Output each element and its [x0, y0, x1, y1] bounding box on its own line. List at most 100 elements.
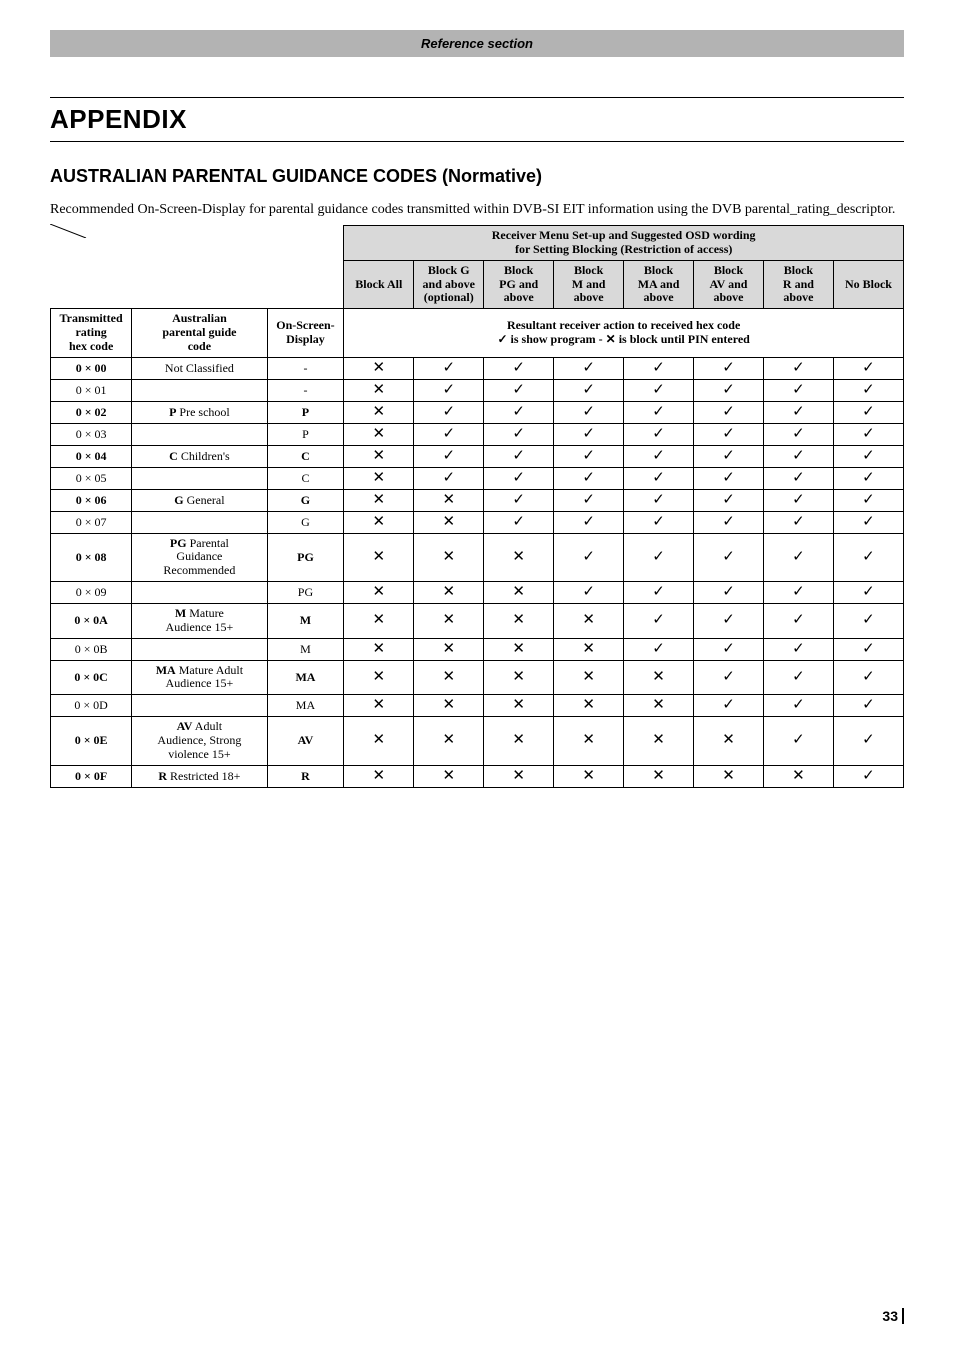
check-icon: ✓	[833, 638, 903, 660]
cell-label: PG ParentalGuidanceRecommended	[132, 533, 267, 581]
cell-osd: M	[267, 638, 344, 660]
check-icon: ✓	[833, 717, 903, 765]
check-icon: ✓	[833, 423, 903, 445]
cell-osd: P	[267, 401, 344, 423]
cell-osd: PG	[267, 533, 344, 581]
cross-icon: ✕	[484, 603, 554, 638]
cell-osd: MA	[267, 660, 344, 695]
parental-guidance-table: Receiver Menu Set-up and Suggested OSD w…	[50, 225, 904, 787]
check-icon: ✓	[763, 489, 833, 511]
check-icon: ✓	[694, 401, 764, 423]
header-block-g: Block Gand above(optional)	[414, 260, 484, 308]
check-icon: ✓	[763, 357, 833, 379]
check-icon: ✓	[763, 533, 833, 581]
check-icon: ✓	[484, 423, 554, 445]
table-row: 0 × 03P✕✓✓✓✓✓✓✓	[51, 423, 904, 445]
check-icon: ✓	[484, 357, 554, 379]
check-icon: ✓	[763, 603, 833, 638]
check-icon: ✓	[624, 379, 694, 401]
header-transmitted-hex: Transmittedratinghex code	[51, 309, 132, 357]
cell-osd: C	[267, 467, 344, 489]
check-icon: ✓	[763, 581, 833, 603]
header-receiver-menu: Receiver Menu Set-up and Suggested OSD w…	[344, 226, 904, 261]
check-icon: ✓	[833, 660, 903, 695]
cell-osd: P	[267, 423, 344, 445]
check-icon: ✓	[624, 445, 694, 467]
cell-hex: 0 × 0D	[51, 695, 132, 717]
check-icon: ✓	[554, 467, 624, 489]
cross-icon: ✕	[414, 717, 484, 765]
check-icon: ✓	[414, 467, 484, 489]
table-row: 0 × 02P Pre schoolP✕✓✓✓✓✓✓✓	[51, 401, 904, 423]
check-icon: ✓	[554, 357, 624, 379]
cross-icon: ✕	[344, 660, 414, 695]
section-subtitle: AUSTRALIAN PARENTAL GUIDANCE CODES (Norm…	[50, 166, 904, 187]
header-block-r: BlockR andabove	[763, 260, 833, 308]
check-icon: ✓	[833, 489, 903, 511]
check-icon: ✓	[763, 467, 833, 489]
table-row: 0 × 0EAV AdultAudience, Strongviolence 1…	[51, 717, 904, 765]
cross-icon: ✕	[414, 660, 484, 695]
table-row: 0 × 05C✕✓✓✓✓✓✓✓	[51, 467, 904, 489]
cross-icon: ✕	[414, 489, 484, 511]
table-row: 0 × 0DMA✕✕✕✕✕✓✓✓	[51, 695, 904, 717]
check-icon: ✓	[694, 638, 764, 660]
cross-icon: ✕	[624, 717, 694, 765]
check-icon: ✓	[694, 660, 764, 695]
check-icon: ✓	[833, 765, 903, 787]
header-block-ma: BlockMA andabove	[624, 260, 694, 308]
cell-hex: 0 × 04	[51, 445, 132, 467]
check-icon: ✓	[833, 379, 903, 401]
check-icon: ✓	[624, 423, 694, 445]
cell-hex: 0 × 03	[51, 423, 132, 445]
cross-icon: ✕	[554, 717, 624, 765]
cross-icon: ✕	[344, 533, 414, 581]
table-row: 0 × 0AM MatureAudience 15+M✕✕✕✕✓✓✓✓	[51, 603, 904, 638]
check-icon: ✓	[554, 533, 624, 581]
check-icon: ✓	[694, 379, 764, 401]
cell-hex: 0 × 0B	[51, 638, 132, 660]
cell-label	[132, 511, 267, 533]
check-icon: ✓	[484, 467, 554, 489]
cross-icon: ✕	[344, 765, 414, 787]
table-row: 0 × 0BM✕✕✕✕✓✓✓✓	[51, 638, 904, 660]
check-icon: ✓	[763, 379, 833, 401]
check-icon: ✓	[484, 379, 554, 401]
cell-hex: 0 × 0A	[51, 603, 132, 638]
cross-icon: ✕	[484, 717, 554, 765]
check-icon: ✓	[694, 445, 764, 467]
check-icon: ✓	[833, 357, 903, 379]
table-row: 0 × 08PG ParentalGuidanceRecommendedPG✕✕…	[51, 533, 904, 581]
cross-icon: ✕	[624, 765, 694, 787]
cell-osd: -	[267, 379, 344, 401]
cell-hex: 0 × 05	[51, 467, 132, 489]
check-icon: ✓	[694, 533, 764, 581]
cell-label: G General	[132, 489, 267, 511]
cell-hex: 0 × 01	[51, 379, 132, 401]
cell-hex: 0 × 09	[51, 581, 132, 603]
check-icon: ✓	[833, 467, 903, 489]
cross-icon: ✕	[344, 467, 414, 489]
check-icon: ✓	[763, 401, 833, 423]
cell-hex: 0 × 02	[51, 401, 132, 423]
check-icon: ✓	[624, 467, 694, 489]
check-icon: ✓	[833, 401, 903, 423]
cross-icon: ✕	[414, 603, 484, 638]
cross-icon: ✕	[554, 695, 624, 717]
cross-icon: ✕	[763, 765, 833, 787]
check-icon: ✓	[694, 695, 764, 717]
cell-label	[132, 638, 267, 660]
cross-icon: ✕	[344, 357, 414, 379]
check-icon: ✓	[763, 695, 833, 717]
header-block-m: BlockM andabove	[554, 260, 624, 308]
cross-icon: ✕	[484, 581, 554, 603]
check-icon: ✓	[763, 445, 833, 467]
cell-osd: MA	[267, 695, 344, 717]
check-icon: ✓	[833, 603, 903, 638]
cell-label: MA Mature AdultAudience 15+	[132, 660, 267, 695]
cross-icon: ✕	[694, 765, 764, 787]
check-icon: ✓	[554, 489, 624, 511]
check-icon: ✓	[763, 717, 833, 765]
check-icon: ✓	[763, 511, 833, 533]
cross-icon: ✕	[414, 765, 484, 787]
